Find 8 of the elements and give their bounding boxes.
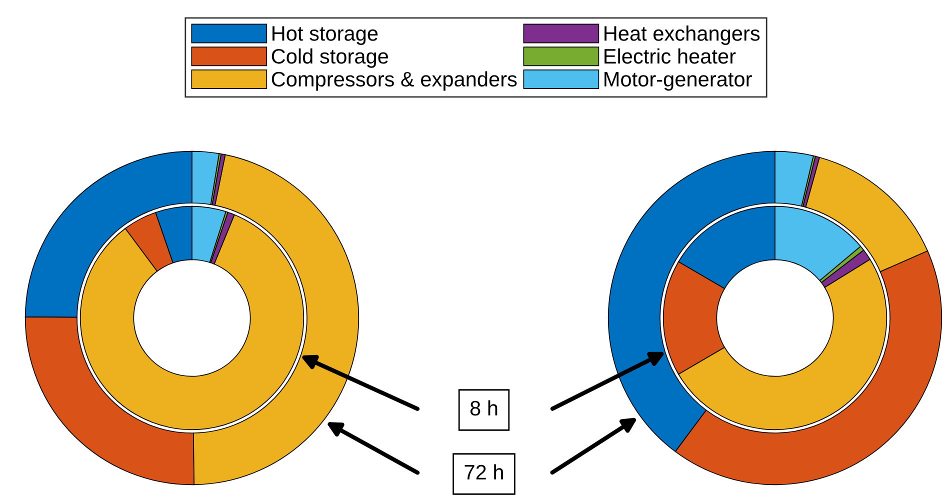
text: 8 h (470, 400, 498, 416)
legend-label: Electric heater (604, 48, 736, 64)
legend-label: Cold storage (272, 48, 388, 68)
legend-label: Motor-generator (604, 72, 752, 91)
legend-label: Compressors & expanders (272, 71, 517, 91)
legend-label: Hot storage (272, 26, 378, 45)
legend-label: Heat exchangers (604, 26, 760, 45)
text: 72 h (464, 464, 503, 480)
